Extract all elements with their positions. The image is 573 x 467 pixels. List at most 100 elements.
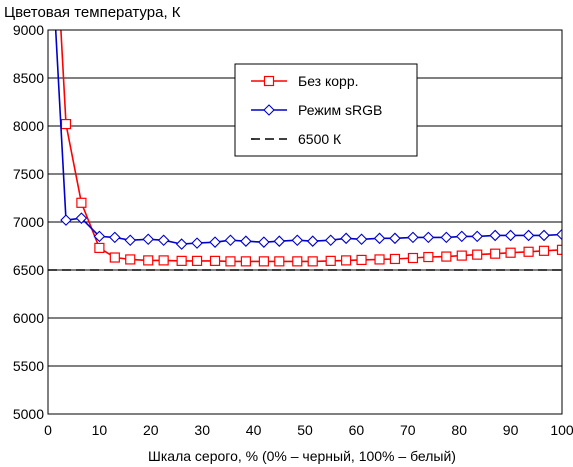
series-bez-korr-point: [109, 252, 120, 263]
y-axis-tick-labels: 5000 5500 6000 6500 7000 7500 8000 8500 9000: [13, 22, 44, 422]
series-srgb-point: [522, 229, 535, 242]
legend-item-bez-korr: Без корр.: [251, 73, 359, 89]
series-bez-korr-point: [423, 251, 434, 263]
x-tick-label: 20: [143, 422, 159, 438]
legend-label: Без корр.: [298, 73, 359, 89]
series-bez-korr-point: [538, 245, 550, 256]
series-srgb-point: [407, 231, 419, 244]
plot-area-frame: [47, 29, 563, 415]
series-bez-korr-point: [258, 256, 269, 267]
series-bez-korr-point: [389, 253, 401, 265]
y-tick-label: 5500: [13, 358, 44, 374]
series-srgb-point: [224, 234, 237, 247]
x-tick-label: 0: [44, 422, 52, 438]
x-tick-label: 40: [246, 422, 262, 438]
y-tick-label: 7500: [13, 166, 44, 182]
y-tick-label: 6000: [13, 310, 44, 326]
series-bez-korr-point: [274, 256, 285, 267]
series-srgb-point: [489, 229, 501, 242]
series-layer: [54, 30, 562, 267]
series-bez-korr-point: [490, 248, 501, 259]
series-bez-korr-point: [374, 254, 385, 265]
x-tick-label: 100: [550, 422, 573, 438]
legend-items: Без корр. Режим sRGB 6500 К: [251, 73, 382, 147]
series-bez-korr-point: [60, 118, 72, 130]
y-tick-label: 8500: [13, 70, 44, 86]
series-srgb-point: [389, 232, 401, 245]
series-srgb-point: [273, 235, 286, 247]
x-tick-label: 70: [400, 422, 416, 438]
series-bez-korr-point: [292, 256, 303, 267]
series-srgb-point: [504, 229, 517, 242]
legend-label: 6500 К: [298, 131, 342, 147]
series-bez-korr: [60, 30, 562, 267]
series-bez-korr-point: [341, 255, 352, 266]
series-srgb-point: [471, 230, 483, 243]
series-bez-korr-point: [472, 249, 483, 260]
series-srgb-point: [209, 236, 221, 248]
series-srgb-point: [373, 232, 386, 245]
series-srgb-point: [291, 234, 304, 247]
series-bez-korr-point: [456, 250, 467, 261]
legend-swatch-marker: [263, 75, 275, 87]
series-bez-korr-point: [176, 255, 187, 266]
legend-label: Режим sRGB: [298, 102, 382, 118]
series-bez-korr-point: [225, 256, 236, 267]
series-srgb-point: [306, 235, 319, 247]
series-bez-korr-point: [523, 246, 534, 257]
series-bez-korr-point: [143, 255, 154, 266]
y-tick-label: 9000: [13, 22, 44, 38]
series-srgb-point: [324, 234, 337, 247]
y-tick-label: 5000: [13, 406, 44, 422]
series-srgb-point: [191, 237, 203, 249]
series-srgb-point: [75, 212, 88, 224]
series-srgb-point: [258, 236, 270, 248]
series-bez-korr-point: [307, 256, 318, 267]
legend-swatch-marker: [263, 104, 275, 116]
series-bez-korr-point: [325, 255, 336, 266]
series-bez-korr-point: [125, 254, 136, 265]
series-srgb-point: [556, 228, 562, 241]
y-tick-label: 6500: [13, 262, 44, 278]
series-srgb-point: [124, 234, 137, 247]
series-srgb-point: [455, 230, 468, 243]
series-bez-korr-point: [94, 242, 105, 254]
legend: Без корр. Режим sRGB 6500 К: [234, 63, 418, 157]
x-tick-label: 30: [194, 422, 210, 438]
legend-item-6500k: 6500 К: [251, 131, 342, 147]
series-srgb: [54, 30, 562, 250]
x-tick-label: 10: [92, 422, 108, 438]
series-bez-korr-point: [505, 247, 516, 258]
series-bez-korr-point: [240, 256, 251, 267]
series-srgb-point: [422, 231, 435, 244]
x-tick-label: 60: [349, 422, 365, 438]
x-tick-label: 90: [503, 422, 519, 438]
series-srgb-point: [340, 232, 352, 245]
series-srgb-point: [440, 231, 453, 244]
series-srgb-point: [60, 214, 72, 226]
x-axis-tick-labels: 0 10 20 30 40 50 60 70 80 90 100: [44, 422, 573, 438]
y-tick-label: 8000: [13, 118, 44, 134]
series-bez-korr-point: [191, 255, 203, 266]
series-srgb-point: [355, 233, 368, 246]
series-bez-korr-point: [158, 255, 169, 266]
x-tick-label: 50: [297, 422, 313, 438]
x-axis-label: Шкала серого, % (0% – черный, 100% – бел…: [148, 448, 456, 464]
series-srgb-point: [157, 234, 170, 247]
series-srgb-point: [175, 238, 188, 250]
series-srgb-point: [240, 235, 252, 247]
series-bez-korr-point: [356, 254, 367, 266]
y-tick-label: 7000: [13, 214, 44, 230]
legend-item-srgb: Режим sRGB: [251, 102, 382, 118]
series-srgb-point: [538, 229, 550, 242]
series-bez-korr-point: [407, 252, 419, 264]
series-srgb-point: [93, 230, 106, 243]
chart-title: Цветовая температура, К: [4, 4, 181, 21]
series-bez-korr-point: [556, 244, 562, 255]
series-bez-korr-point: [76, 197, 87, 208]
series-bez-korr-point: [441, 251, 452, 262]
series-srgb-point: [142, 233, 155, 246]
series-srgb-point: [109, 231, 121, 244]
x-tick-label: 80: [451, 422, 467, 438]
